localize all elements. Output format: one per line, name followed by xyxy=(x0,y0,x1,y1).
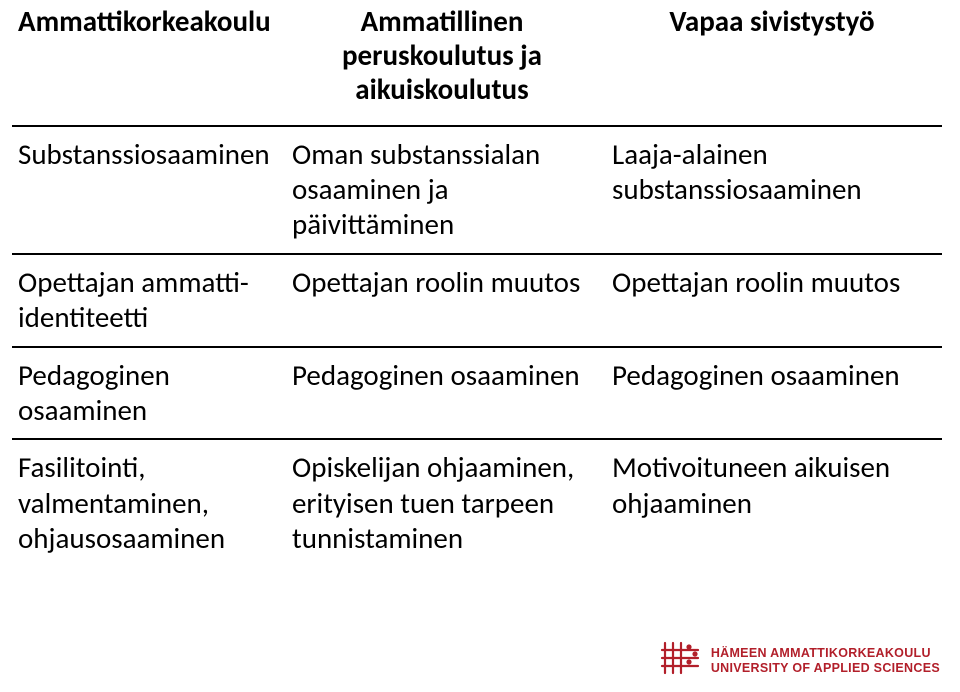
logo-line1: HÄMEEN AMMATTIKORKEAKOULU xyxy=(711,646,931,660)
column-header: Vapaa sivistystyö xyxy=(602,0,942,126)
column-header: Ammattikorkeakoulu xyxy=(12,0,282,126)
table-cell: Fasilitointi, valmentaminen, ohjausosaam… xyxy=(12,439,282,566)
table-cell: Opettajan ammatti-identiteetti xyxy=(12,254,282,347)
column-header: Ammatillinen peruskoulutus ja aikuiskoul… xyxy=(282,0,602,126)
table-cell: Laaja-alainen substanssiosaaminen xyxy=(602,126,942,254)
table-cell: Pedagoginen osaaminen xyxy=(282,347,602,440)
brand-logo: HÄMEEN AMMATTIKORKEAKOULU UNIVERSITY OF … xyxy=(659,639,940,682)
table-cell: Motivoituneen aikuisen ohjaaminen xyxy=(602,439,942,566)
comparison-table: Ammattikorkeakoulu Ammatillinen peruskou… xyxy=(12,0,942,566)
table-cell: Pedagoginen osaaminen xyxy=(602,347,942,440)
table-row: Fasilitointi, valmentaminen, ohjausosaam… xyxy=(12,439,942,566)
table-cell: Opettajan roolin muutos xyxy=(602,254,942,347)
logo-text: HÄMEEN AMMATTIKORKEAKOULU UNIVERSITY OF … xyxy=(711,646,940,675)
table-cell: Opiskelijan ohjaaminen, erityisen tuen t… xyxy=(282,439,602,566)
logo-line2: UNIVERSITY OF APPLIED SCIENCES xyxy=(711,661,940,675)
table-row: Pedagoginen osaaminen Pedagoginen osaami… xyxy=(12,347,942,440)
table-cell: Oman substanssialan osaaminen ja päivitt… xyxy=(282,126,602,254)
table-cell: Substanssiosaaminen xyxy=(12,126,282,254)
table-header-row: Ammattikorkeakoulu Ammatillinen peruskou… xyxy=(12,0,942,126)
logo-icon xyxy=(659,639,701,682)
table-row: Opettajan ammatti-identiteetti Opettajan… xyxy=(12,254,942,347)
table-cell: Pedagoginen osaaminen xyxy=(12,347,282,440)
table-cell: Opettajan roolin muutos xyxy=(282,254,602,347)
table-row: Substanssiosaaminen Oman substanssialan … xyxy=(12,126,942,254)
